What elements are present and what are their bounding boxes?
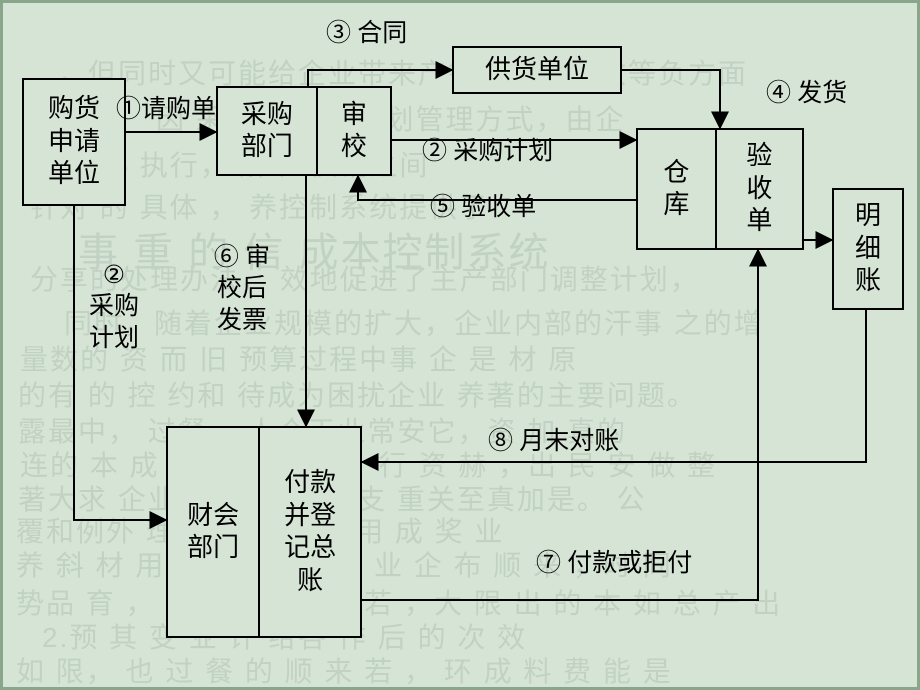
node-finance_dept-col1: 财会部门 bbox=[187, 500, 239, 565]
node-purchase_request_unit-text: 购货申请单位 bbox=[48, 93, 100, 191]
node-warehouse: 仓库 验收单 bbox=[636, 128, 804, 250]
lbl-7-pay-reject: ⑦ 付款或拒付 bbox=[536, 548, 692, 579]
lbl-1-req-form: ①请购单 bbox=[116, 94, 216, 125]
node-purchase_request_unit: 购货申请单位 bbox=[22, 78, 126, 206]
node-supplier_unit: 供货单位 bbox=[452, 46, 622, 94]
node-finance_dept: 财会部门付款并登记总账 bbox=[166, 426, 362, 638]
node-procurement_dept-col1: 采购部门 bbox=[241, 99, 293, 164]
node-detail_ledger-text: 明细账 bbox=[855, 200, 881, 298]
lbl-8-reconcile: ⑧ 月末对账 bbox=[488, 426, 619, 457]
lbl-2-proc-plan-a: ② 采购计划 bbox=[422, 136, 553, 167]
node-finance_dept-col2: 付款并登记总账 bbox=[284, 467, 336, 597]
node-supplier_unit-text: 供货单位 bbox=[485, 54, 589, 87]
node-detail_ledger: 明细账 bbox=[832, 188, 904, 310]
node-warehouse-col1: 仓库 bbox=[663, 157, 689, 222]
node-warehouse-col2: 验收单 bbox=[746, 140, 772, 238]
node-procurement_dept: 采购部门审校 bbox=[216, 86, 392, 176]
lbl-5-inspect-form: ⑤ 验收单 bbox=[430, 192, 536, 223]
lbl-6-invoice: ⑥ 审校后发票 bbox=[192, 242, 292, 336]
lbl-2-proc-plan-b: ②采购计划 bbox=[88, 260, 140, 354]
lbl-3-contract: ③ 合同 bbox=[326, 18, 407, 49]
lbl-4-ship: ④ 发货 bbox=[766, 78, 847, 109]
node-procurement_dept-col2: 审校 bbox=[341, 99, 367, 164]
